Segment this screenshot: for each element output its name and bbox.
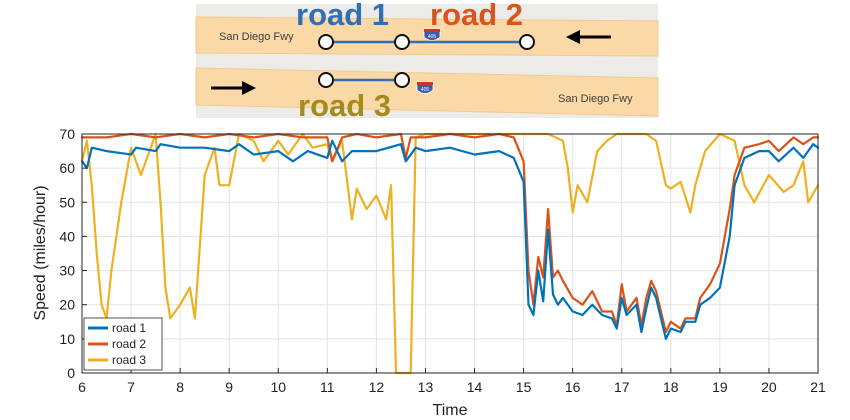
x-tick-label: 21	[810, 379, 826, 395]
y-tick-label: 30	[59, 263, 75, 279]
road-2-label: road 2	[430, 0, 523, 32]
x-tick-label: 7	[127, 379, 135, 395]
interstate-shield-icon: 405	[423, 28, 441, 41]
x-tick-label: 13	[418, 379, 434, 395]
freeway-label-bottom: San Diego Fwy	[558, 93, 633, 105]
series-line-road-2	[80, 132, 820, 334]
legend-label-road-1: road 1	[112, 321, 146, 335]
x-tick-label: 10	[270, 379, 286, 395]
legend: road 1 road 2 road 3	[83, 317, 163, 371]
y-tick-label: 60	[59, 160, 75, 176]
plot-frame	[81, 133, 819, 374]
x-tick-label: 11	[320, 379, 335, 395]
segment-node	[318, 72, 334, 88]
y-tick-label: 20	[59, 297, 75, 313]
x-tick-label: 8	[176, 379, 184, 395]
x-tick-label: 9	[225, 379, 233, 395]
direction-arrow-left-icon	[566, 30, 611, 44]
segment-node	[318, 34, 334, 50]
x-tick-label: 12	[369, 379, 385, 395]
segment-node	[394, 34, 410, 50]
x-tick-label: 6	[78, 379, 86, 395]
plot-area	[82, 134, 818, 373]
x-axis-title: Time	[433, 402, 468, 419]
direction-arrow-right-icon	[211, 81, 256, 95]
x-tick-label: 14	[467, 379, 483, 395]
y-axis-title: Speed (miles/hour)	[32, 185, 49, 320]
x-tick-label: 17	[614, 379, 630, 395]
svg-text:405: 405	[428, 34, 437, 40]
y-tick-label: 40	[59, 228, 75, 244]
y-tick-label: 50	[59, 194, 75, 210]
x-tick-label: 16	[565, 379, 581, 395]
legend-label-road-3: road 3	[112, 353, 146, 367]
x-tick-label: 20	[761, 379, 777, 395]
segment-node	[394, 72, 410, 88]
map-inset: San Diego Fwy San Diego Fwy 405 405	[195, 0, 659, 123]
series-line-road-1	[80, 139, 820, 340]
freeway-label-top: San Diego Fwy	[219, 31, 294, 43]
y-tick-label: 70	[59, 126, 75, 142]
road-3-label: road 3	[298, 88, 391, 123]
svg-text:405: 405	[421, 87, 430, 93]
road-1-label: road 1	[296, 0, 389, 32]
segment-node	[519, 34, 535, 50]
x-tick-label: 15	[516, 379, 532, 395]
x-tick-label: 18	[663, 379, 679, 395]
y-tick-label: 0	[67, 365, 75, 381]
axis-ticks: 6 7 8 9 10 11 12 13 14 15 16 17 18 19 20 21 0 10 20 30 40 50 6…	[59, 126, 826, 395]
interstate-shield-icon: 405	[416, 81, 434, 94]
series-line-road-3	[80, 132, 820, 375]
legend-label-road-2: road 2	[112, 337, 146, 351]
speed-chart: 6 7 8 9 10 11 12 13 14 15 16 17 18 19 20 21 0 10 20 30 40 50 6…	[32, 126, 826, 419]
series-lines	[80, 132, 820, 375]
y-tick-label: 10	[59, 331, 75, 347]
x-tick-label: 19	[712, 379, 728, 395]
